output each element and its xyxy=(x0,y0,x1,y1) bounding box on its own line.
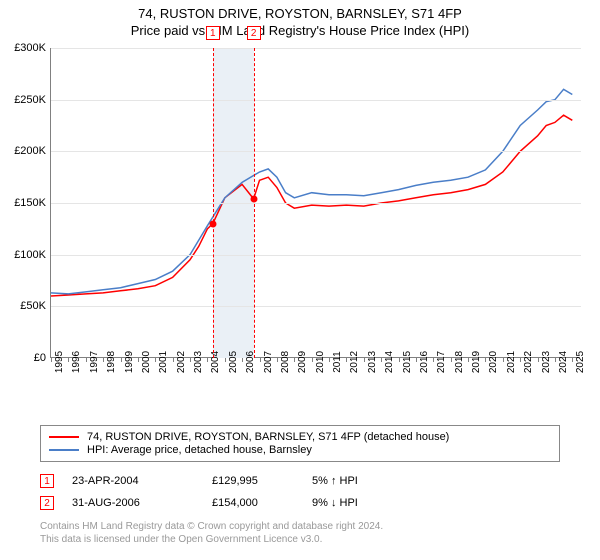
x-axis-label: 2023 xyxy=(541,351,552,373)
sales-row: 2 31-AUG-2006 £154,000 9% ↓ HPI xyxy=(40,492,412,514)
marker-dot xyxy=(209,220,216,227)
x-axis-label: 2018 xyxy=(454,351,465,373)
y-axis-label: £200K xyxy=(14,145,46,157)
legend-item: HPI: Average price, detached house, Barn… xyxy=(49,444,551,456)
y-axis-label: £300K xyxy=(14,42,46,54)
chart-area: £0£50K£100K£150K£200K£250K£300K199519961… xyxy=(50,48,580,388)
x-axis-label: 2009 xyxy=(297,351,308,373)
y-axis-label: £0 xyxy=(34,352,46,364)
x-axis-label: 2003 xyxy=(193,351,204,373)
x-axis-label: 2015 xyxy=(402,351,413,373)
x-axis-label: 2012 xyxy=(349,351,360,373)
y-axis-label: £250K xyxy=(14,94,46,106)
x-axis-label: 2002 xyxy=(176,351,187,373)
legend-label: 74, RUSTON DRIVE, ROYSTON, BARNSLEY, S71… xyxy=(87,431,449,443)
x-axis-label: 2000 xyxy=(141,351,152,373)
marker-dot xyxy=(250,195,257,202)
footer-line-2: This data is licensed under the Open Gov… xyxy=(40,533,383,546)
x-axis-label: 1995 xyxy=(54,351,65,373)
legend-swatch xyxy=(49,449,79,451)
legend-label: HPI: Average price, detached house, Barn… xyxy=(87,444,312,456)
x-axis-label: 2021 xyxy=(506,351,517,373)
x-axis-label: 2011 xyxy=(332,351,343,373)
x-axis-label: 2025 xyxy=(575,351,586,373)
y-axis-label: £100K xyxy=(14,249,46,261)
sale-hpi-diff: 5% ↑ HPI xyxy=(312,475,412,487)
sales-table: 1 23-APR-2004 £129,995 5% ↑ HPI 2 31-AUG… xyxy=(40,470,412,514)
sale-date: 23-APR-2004 xyxy=(72,475,212,487)
x-axis-label: 1999 xyxy=(124,351,135,373)
x-axis-label: 2013 xyxy=(367,351,378,373)
legend-swatch xyxy=(49,436,79,438)
marker-line xyxy=(254,48,255,358)
legend-item: 74, RUSTON DRIVE, ROYSTON, BARNSLEY, S71… xyxy=(49,431,551,443)
sale-date: 31-AUG-2006 xyxy=(72,497,212,509)
series-line xyxy=(51,115,572,296)
series-line xyxy=(51,89,572,294)
x-axis-label: 2022 xyxy=(523,351,534,373)
x-axis-label: 2020 xyxy=(488,351,499,373)
footer-attribution: Contains HM Land Registry data © Crown c… xyxy=(40,520,383,546)
x-axis-label: 1997 xyxy=(89,351,100,373)
footer-line-1: Contains HM Land Registry data © Crown c… xyxy=(40,520,383,533)
x-axis-label: 2008 xyxy=(280,351,291,373)
sale-hpi-diff: 9% ↓ HPI xyxy=(312,497,412,509)
legend-box: 74, RUSTON DRIVE, ROYSTON, BARNSLEY, S71… xyxy=(40,425,560,462)
sales-row: 1 23-APR-2004 £129,995 5% ↑ HPI xyxy=(40,470,412,492)
title-line-2: Price paid vs. HM Land Registry's House … xyxy=(0,23,600,38)
x-axis-label: 2024 xyxy=(558,351,569,373)
sale-price: £129,995 xyxy=(212,475,312,487)
y-axis-label: £50K xyxy=(20,300,46,312)
x-axis-label: 2019 xyxy=(471,351,482,373)
sale-price: £154,000 xyxy=(212,497,312,509)
x-axis-label: 1998 xyxy=(106,351,117,373)
y-axis-label: £150K xyxy=(14,197,46,209)
x-axis-label: 2007 xyxy=(263,351,274,373)
x-axis-label: 2010 xyxy=(315,351,326,373)
sale-marker-box: 2 xyxy=(40,496,54,510)
x-axis-label: 2001 xyxy=(158,351,169,373)
x-axis-label: 2017 xyxy=(436,351,447,373)
plot-area: £0£50K£100K£150K£200K£250K£300K199519961… xyxy=(50,48,580,358)
marker-line xyxy=(213,48,214,358)
title-line-1: 74, RUSTON DRIVE, ROYSTON, BARNSLEY, S71… xyxy=(0,6,600,21)
x-axis-label: 2005 xyxy=(228,351,239,373)
marker-box: 1 xyxy=(206,26,220,40)
sale-marker-box: 1 xyxy=(40,474,54,488)
chart-title-block: 74, RUSTON DRIVE, ROYSTON, BARNSLEY, S71… xyxy=(0,0,600,38)
x-axis-label: 2014 xyxy=(384,351,395,373)
marker-box: 2 xyxy=(247,26,261,40)
x-axis-label: 2016 xyxy=(419,351,430,373)
x-axis-label: 1996 xyxy=(71,351,82,373)
